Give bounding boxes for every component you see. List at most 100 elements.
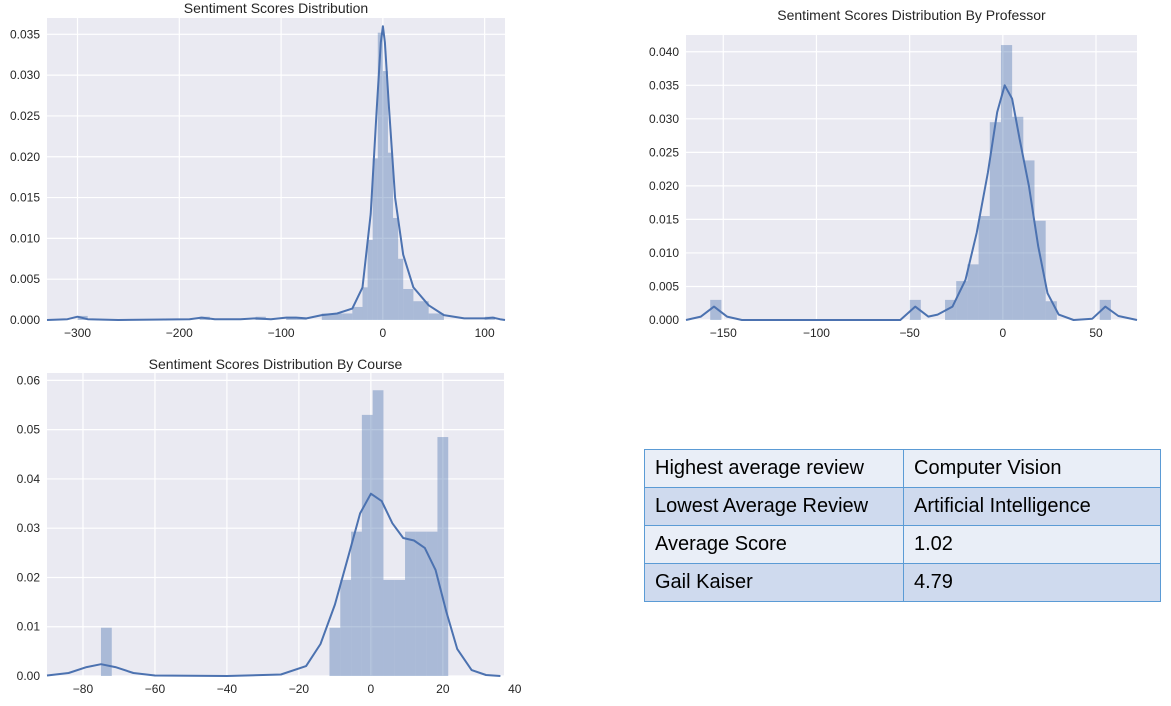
chart3-bar-9 [415, 531, 427, 676]
chart3-bar-4 [361, 414, 373, 676]
chart2-bar-2 [945, 299, 957, 320]
chart3-bar-6 [383, 579, 395, 676]
chart3-bar-2 [340, 579, 352, 676]
table-cell-value: Artificial Intelligence [903, 487, 1161, 526]
chart2-kde-line [685, 84, 1138, 321]
chart1-bar-12 [377, 32, 383, 320]
chart3-y-tick-label-5: 0.05 [17, 423, 41, 437]
chart3: −80 −60 −40 −20 0 20 40 0.00 0.01 0.02 0.03 0.04 0.0… [17, 356, 522, 696]
chart2-bar-1 [909, 299, 921, 320]
chart1-bar-7 [342, 313, 353, 320]
table-row: Highest average review Computer Vision [644, 449, 1161, 488]
chart3-x-tick-label-2: −40 [217, 682, 238, 696]
chart1-x-tick-label-2: −100 [268, 326, 295, 340]
chart3-y-tick-label-3: 0.03 [17, 521, 41, 535]
chart1-x-tick-label-1: −200 [166, 326, 193, 340]
table-cell-label: Average Score [644, 525, 904, 564]
chart1-bar-18 [413, 301, 429, 320]
table-cell-label: Highest average review [644, 449, 904, 488]
chart2-y-tick-label-7: 0.035 [649, 78, 679, 92]
chart1-bar-15 [393, 217, 399, 320]
chart1-y-tick-label-5: 0.025 [10, 109, 40, 123]
chart1-y-tick-label-0: 0.000 [10, 313, 40, 327]
chart3-y-tick-label-4: 0.04 [17, 472, 41, 486]
chart2-y-tick-label-0: 0.000 [649, 313, 679, 327]
chart3-bar-0 [100, 627, 112, 676]
table-row: Gail Kaiser 4.79 [644, 563, 1161, 602]
chart2-x-tick-label-1: −100 [803, 326, 830, 340]
chart1-bar-8 [352, 306, 363, 320]
table-cell-label: Gail Kaiser [644, 563, 904, 602]
chart1-bar-10 [367, 240, 373, 320]
chart1-bar-6 [331, 313, 343, 320]
chart2-bar-10 [1034, 220, 1046, 320]
chart1-bar-19 [428, 313, 444, 320]
table-cell-value: 4.79 [903, 563, 1161, 602]
chart2-bar-6 [989, 122, 1001, 320]
chart2-y-tick-label-4: 0.020 [649, 179, 679, 193]
chart2-y-tick-label-2: 0.010 [649, 246, 679, 260]
chart1-bar-11 [372, 158, 378, 320]
chart3-x-tick-label-1: −60 [145, 682, 166, 696]
chart1-y-tick-label-1: 0.005 [10, 272, 40, 286]
chart2: −150 −100 −50 0 50 0.000 0.005 0.010 0.015 0.020 0… [649, 7, 1138, 340]
chart2-x-tick-label-3: 0 [999, 326, 1006, 340]
chart2-y-tick-label-8: 0.040 [649, 45, 679, 59]
chart2-y-tick-label-5: 0.025 [649, 145, 679, 159]
table-row: Average Score 1.02 [644, 525, 1161, 564]
chart1-y-tick-label-6: 0.030 [10, 68, 40, 82]
chart3-bar-3 [351, 531, 362, 676]
chart1-y-tick-label-4: 0.020 [10, 150, 40, 164]
chart2-bar-4 [967, 264, 979, 320]
chart3-bar-10 [426, 531, 438, 676]
chart1-bar-9 [362, 287, 368, 320]
chart3-bar-7 [394, 579, 406, 676]
chart3-kde-line [46, 492, 501, 677]
chart2-x-tick-label-4: 50 [1089, 326, 1103, 340]
chart3-y-tick-label-2: 0.02 [17, 570, 41, 584]
chart2-title: Sentiment Scores Distribution By Profess… [777, 7, 1046, 23]
chart1-title: Sentiment Scores Distribution [184, 0, 368, 16]
chart3-y-tick-label-0: 0.00 [17, 669, 41, 683]
chart3-y-tick-label-1: 0.01 [17, 620, 41, 634]
chart1: −300 −200 −100 0 100 0.000 0.005 0.010 0.015 0.02… [10, 0, 506, 340]
chart1-y-tick-label-2: 0.010 [10, 231, 40, 245]
chart1-y-tick-label-7: 0.035 [10, 27, 40, 41]
chart2-bar-9 [1023, 160, 1035, 320]
chart1-bar-14 [387, 152, 394, 320]
chart2-bar-12 [1099, 299, 1111, 320]
chart1-x-tick-label-3: 0 [380, 326, 387, 340]
chart2-bar-8 [1012, 116, 1024, 320]
chart3-plot-area [47, 373, 504, 676]
chart3-x-tick-label-4: 0 [368, 682, 375, 696]
chart1-kde-line [46, 25, 506, 321]
chart1-plot-area [47, 18, 505, 320]
chart2-y-tick-label-1: 0.005 [649, 279, 679, 293]
chart1-bar-16 [398, 258, 404, 320]
table-row: Lowest Average Review Artificial Intelli… [644, 487, 1161, 526]
chart2-bar-11 [1045, 301, 1057, 320]
table-cell-value: Computer Vision [903, 449, 1161, 488]
chart3-bar-5 [372, 390, 384, 676]
table-cell-label: Lowest Average Review [644, 487, 904, 526]
chart1-x-tick-label-4: 100 [475, 326, 495, 340]
chart2-bar-7 [1000, 45, 1013, 320]
chart1-bar-13 [382, 71, 388, 321]
chart2-bar-3 [956, 281, 968, 320]
chart3-x-tick-label-5: 20 [436, 682, 450, 696]
chart2-x-tick-label-2: −50 [899, 326, 920, 340]
chart1-bar-5 [321, 313, 332, 320]
chart3-bar-11 [437, 437, 449, 676]
chart2-y-tick-label-3: 0.015 [649, 212, 679, 226]
chart3-x-tick-label-3: −20 [289, 682, 310, 696]
chart3-bar-8 [405, 531, 416, 676]
chart3-title: Sentiment Scores Distribution By Course [149, 356, 403, 372]
chart2-x-tick-label-0: −150 [710, 326, 737, 340]
chart2-y-tick-label-6: 0.030 [649, 112, 679, 126]
chart3-x-tick-label-0: −80 [73, 682, 94, 696]
chart3-bar-1 [329, 627, 341, 676]
chart3-y-tick-label-6: 0.06 [17, 373, 41, 387]
chart2-plot-area [686, 35, 1137, 320]
chart3-x-tick-label-6: 40 [508, 682, 522, 696]
